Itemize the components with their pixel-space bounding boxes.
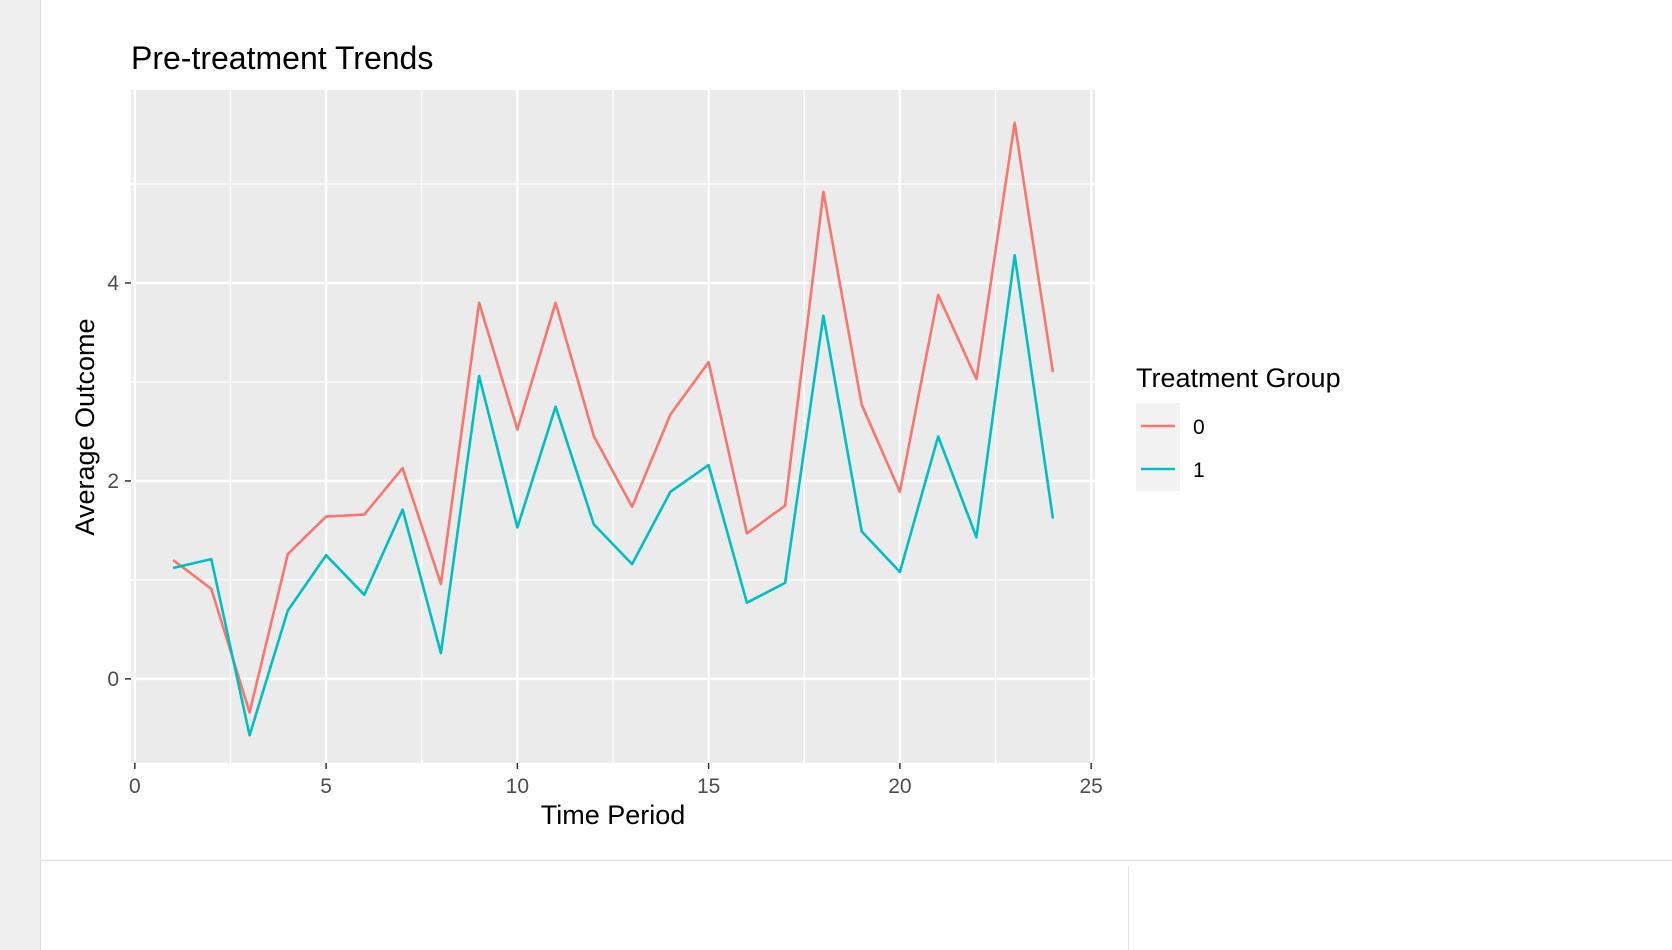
legend-key-background: [1136, 403, 1180, 491]
x-tick-label: 10: [506, 775, 529, 798]
y-tick-label: 2: [107, 470, 119, 493]
left-gutter: [0, 0, 41, 950]
line-chart: Pre-treatment Trends 0 5 10 15 20 25 024 Time…: [70, 40, 1341, 830]
chart-title: Pre-treatment Trends: [131, 40, 433, 76]
y-tick-label: 4: [107, 272, 119, 295]
y-axis: 0 2 4: [107, 272, 131, 691]
y-axis-title: Average Outcome: [70, 318, 100, 535]
pane-divider[interactable]: [1128, 866, 1129, 950]
x-tick-label: 20: [888, 775, 911, 798]
minor-gridlines: [131, 90, 1095, 763]
x-tick-label: 25: [1079, 775, 1102, 798]
legend: Treatment Group 0 1: [1136, 363, 1341, 491]
x-tick-label: 0: [129, 775, 141, 798]
y-tick-label: 0: [107, 668, 119, 691]
series-line-0: [172, 121, 1055, 714]
legend-label-0: 0: [1193, 416, 1205, 439]
x-axis: 0 5 10 15 20 25: [129, 763, 1103, 798]
x-tick-label: 15: [697, 775, 720, 798]
series-line-1: [172, 254, 1055, 737]
legend-title: Treatment Group: [1136, 363, 1341, 393]
legend-label-1: 1: [1193, 459, 1205, 482]
x-axis-title: Time Period: [541, 800, 686, 830]
x-tick-label: 5: [320, 775, 332, 798]
series-lines: [172, 121, 1055, 737]
bottom-pane: [41, 861, 1672, 950]
